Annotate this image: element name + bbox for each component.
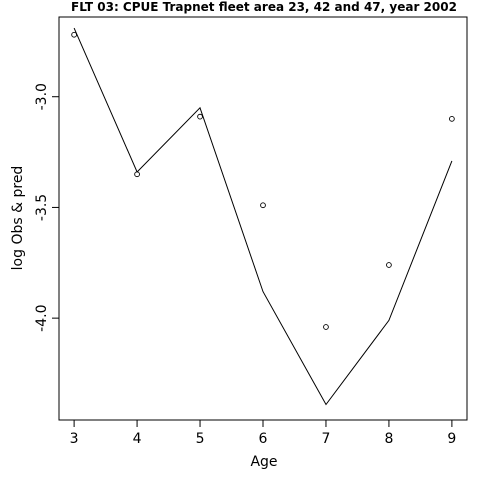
x-axis: 3 4 5 6 7 8 9 — [70, 419, 456, 447]
plot-frame — [58, 16, 468, 421]
y-tick-label: -3.0 — [34, 83, 50, 110]
x-tick-label: 5 — [196, 431, 205, 447]
chart-title: FLT 03: CPUE Trapnet fleet area 23, 42 a… — [71, 0, 457, 14]
observed-point — [197, 113, 203, 120]
x-tick-label: 9 — [447, 431, 456, 447]
observed-point — [449, 116, 455, 122]
observed-point — [386, 262, 392, 268]
x-tick-label: 6 — [259, 431, 268, 447]
x-tick-label: 7 — [322, 431, 331, 447]
observed-point — [323, 324, 329, 330]
x-tick-label: 8 — [384, 431, 393, 447]
y-axis: -3.0 -3.5 -4.0 — [34, 83, 60, 332]
y-tick-label: -4.0 — [34, 304, 50, 331]
predicted-line — [73, 27, 453, 406]
x-tick-label: 3 — [70, 431, 79, 447]
series-layer — [71, 27, 455, 406]
y-axis-label: log Obs & pred — [10, 166, 26, 271]
x-axis-label: Age — [250, 454, 277, 470]
x-tick-label: 4 — [133, 431, 142, 447]
y-tick-label: -3.5 — [34, 194, 50, 221]
observed-point — [260, 202, 266, 209]
